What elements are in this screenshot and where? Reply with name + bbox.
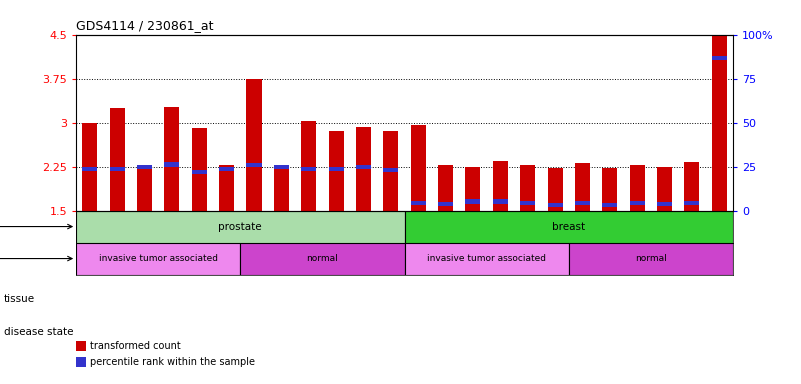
Bar [301, 167, 316, 170]
Bar [602, 203, 618, 207]
Bar [83, 167, 97, 170]
Bar [328, 167, 344, 170]
Bar [630, 166, 645, 210]
Bar [164, 107, 179, 210]
Bar [438, 165, 453, 210]
Bar [110, 108, 125, 210]
Text: normal: normal [307, 254, 338, 263]
Bar [137, 166, 152, 169]
Bar [356, 127, 371, 210]
Bar [575, 163, 590, 210]
Bar [493, 199, 508, 204]
Text: invasive tumor associated: invasive tumor associated [427, 254, 546, 263]
Text: breast: breast [552, 222, 586, 232]
Bar [274, 166, 289, 169]
Bar [520, 200, 535, 205]
Bar [137, 165, 152, 210]
Bar [575, 200, 590, 205]
Bar [657, 202, 672, 206]
Bar [164, 162, 179, 167]
Bar [465, 199, 481, 204]
Bar [712, 35, 727, 210]
Text: normal: normal [635, 254, 666, 263]
Bar [569, 243, 733, 275]
Text: invasive tumor associated: invasive tumor associated [99, 254, 218, 263]
Bar [384, 168, 398, 172]
Text: tissue: tissue [4, 294, 35, 304]
Bar [520, 166, 535, 210]
Bar [240, 243, 405, 275]
Text: transformed count: transformed count [90, 341, 180, 351]
Bar [657, 167, 672, 210]
Bar [684, 162, 699, 210]
Bar [247, 79, 261, 210]
Bar [247, 163, 261, 167]
Bar [684, 200, 699, 205]
Text: percentile rank within the sample: percentile rank within the sample [90, 357, 255, 367]
Bar [191, 128, 207, 210]
Bar [405, 210, 733, 243]
Text: GDS4114 / 230861_at: GDS4114 / 230861_at [76, 19, 214, 31]
Bar [76, 243, 240, 275]
Bar [328, 131, 344, 210]
Bar [411, 200, 425, 205]
Bar [384, 131, 398, 210]
Bar [356, 166, 371, 169]
Bar [301, 121, 316, 210]
Bar [411, 126, 425, 210]
Bar [405, 243, 569, 275]
Bar [712, 56, 727, 60]
Bar [493, 161, 508, 210]
Bar [548, 168, 562, 210]
Bar [76, 210, 405, 243]
Bar [83, 122, 97, 210]
Bar [191, 170, 207, 174]
Bar [465, 167, 481, 210]
Bar [548, 203, 562, 207]
Bar [219, 166, 234, 210]
Bar [438, 202, 453, 206]
Bar [630, 200, 645, 205]
Bar [602, 168, 618, 210]
Bar [110, 167, 125, 170]
Text: prostate: prostate [219, 222, 262, 232]
Bar [219, 167, 234, 170]
Bar [274, 166, 289, 210]
Text: disease state: disease state [4, 327, 74, 337]
